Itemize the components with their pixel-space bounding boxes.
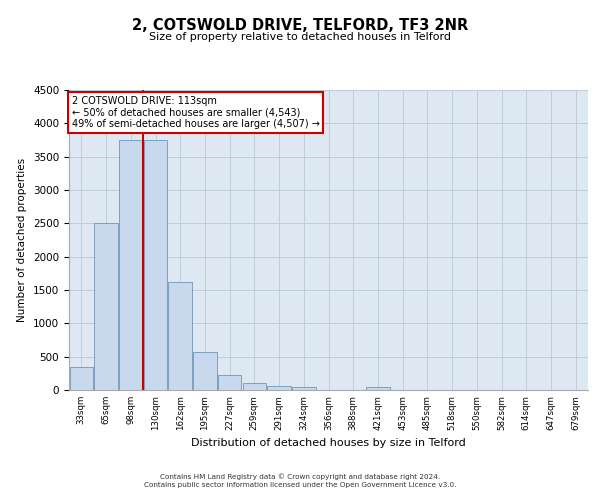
Bar <box>119 140 143 390</box>
X-axis label: Distribution of detached houses by size in Telford: Distribution of detached houses by size … <box>191 438 466 448</box>
Bar <box>292 388 316 390</box>
Bar <box>169 282 192 390</box>
Bar <box>94 224 118 390</box>
Text: Size of property relative to detached houses in Telford: Size of property relative to detached ho… <box>149 32 451 42</box>
Text: Contains HM Land Registry data © Crown copyright and database right 2024.
Contai: Contains HM Land Registry data © Crown c… <box>144 474 456 488</box>
Bar <box>144 140 167 390</box>
Bar <box>268 386 291 390</box>
Bar <box>193 352 217 390</box>
Bar <box>70 366 93 390</box>
Bar <box>366 388 389 390</box>
Y-axis label: Number of detached properties: Number of detached properties <box>17 158 28 322</box>
Text: 2 COTSWOLD DRIVE: 113sqm
← 50% of detached houses are smaller (4,543)
49% of sem: 2 COTSWOLD DRIVE: 113sqm ← 50% of detach… <box>71 96 319 129</box>
Text: 2, COTSWOLD DRIVE, TELFORD, TF3 2NR: 2, COTSWOLD DRIVE, TELFORD, TF3 2NR <box>132 18 468 32</box>
Bar <box>242 384 266 390</box>
Bar <box>218 375 241 390</box>
